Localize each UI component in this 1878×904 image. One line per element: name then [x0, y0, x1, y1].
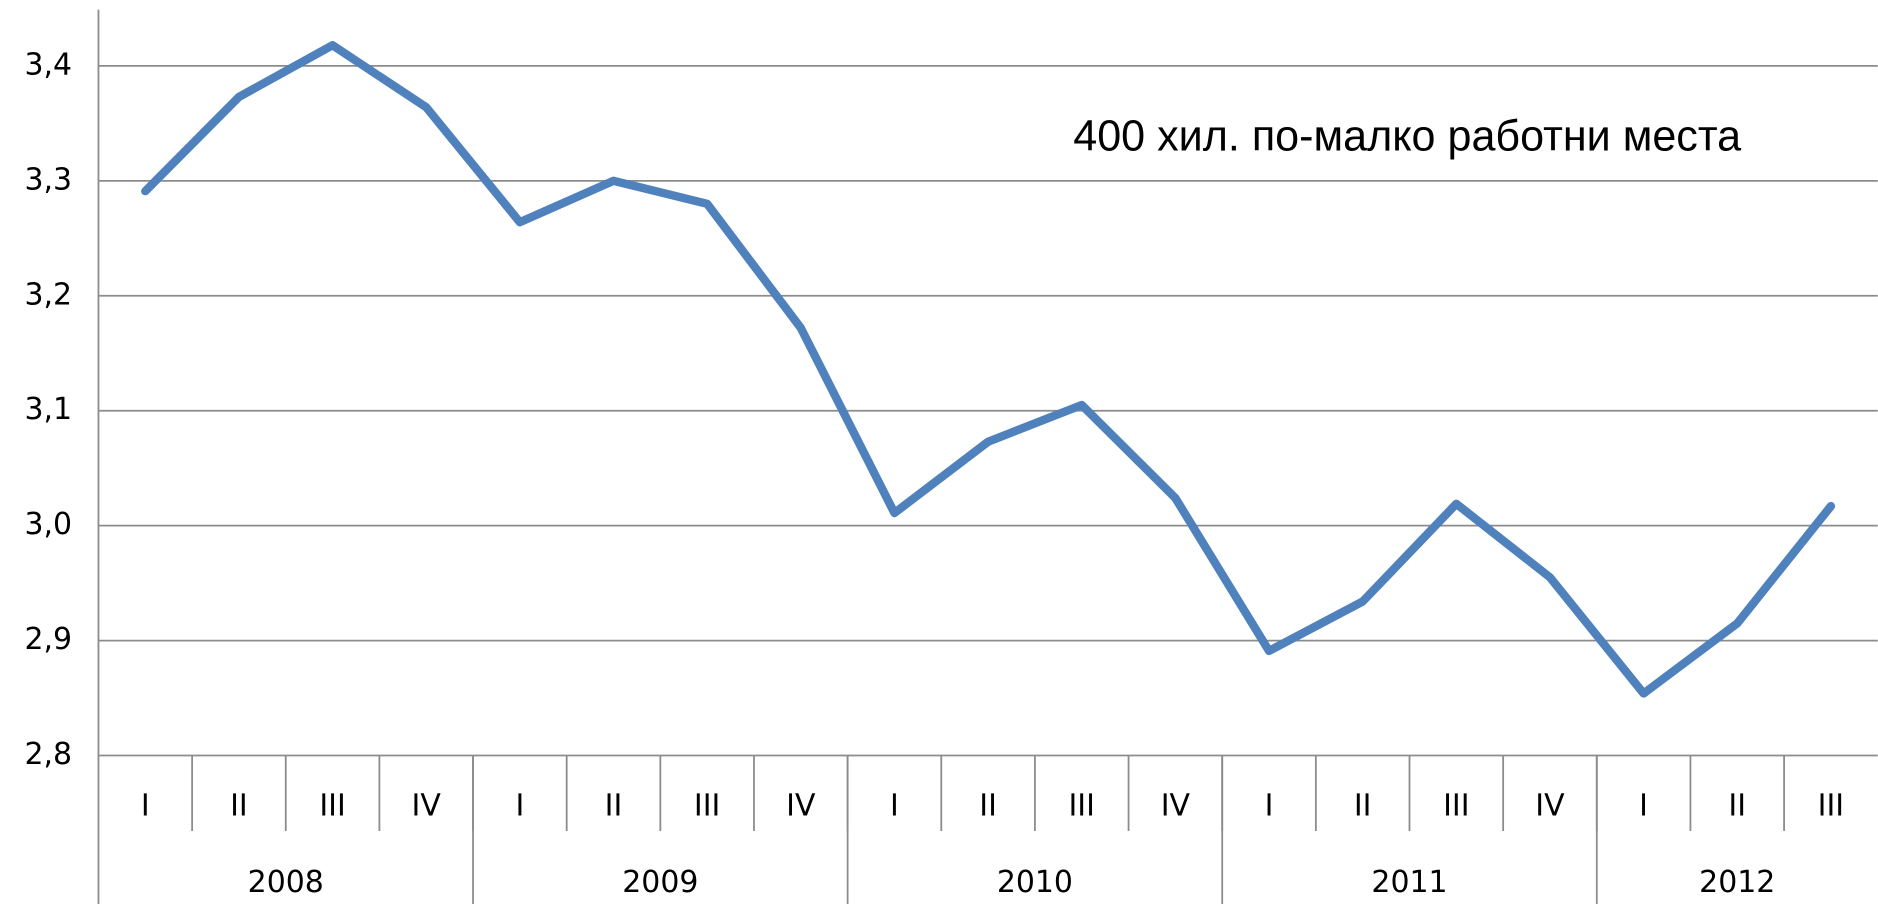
x-tick-label: II [1354, 789, 1372, 824]
x-tick-label: IV [1535, 789, 1565, 824]
y-tick-label: 3,2 [25, 277, 73, 312]
x-tick-label: III [1443, 789, 1469, 824]
x-tick-label: II [605, 789, 623, 824]
annotation: 400 хил. по-малко работни места [1073, 112, 1741, 160]
x-tick-label: II [979, 789, 997, 824]
y-tick-label: 2,9 [25, 622, 73, 657]
x-tick-label: IV [412, 789, 442, 824]
y-tick-label: 3,4 [25, 47, 73, 82]
x-tick-label: III [694, 789, 720, 824]
year-label: 2011 [1371, 865, 1447, 900]
x-tick-label: I [141, 789, 150, 824]
y-tick-label: 3,0 [25, 507, 73, 542]
x-tick-label: I [1639, 789, 1648, 824]
x-tick-label: III [1068, 789, 1094, 824]
x-tick-label: IV [786, 789, 816, 824]
x-tick-label: II [230, 789, 248, 824]
x-tick-label: II [1728, 789, 1746, 824]
x-tick-label: I [1265, 789, 1274, 824]
year-label: 2009 [622, 865, 698, 900]
x-tick-label: III [1818, 789, 1844, 824]
x-tick-label: III [319, 789, 345, 824]
y-tick-label: 3,3 [25, 162, 73, 197]
y-tick-label: 3,1 [25, 392, 73, 427]
year-label: 2008 [248, 865, 324, 900]
x-tick-label: I [890, 789, 899, 824]
year-label: 2012 [1699, 865, 1775, 900]
x-tick-label: IV [1161, 789, 1191, 824]
y-tick-label: 2,8 [25, 737, 73, 772]
year-label: 2010 [997, 865, 1073, 900]
x-tick-label: I [515, 789, 524, 824]
data-line [141, 41, 1836, 698]
